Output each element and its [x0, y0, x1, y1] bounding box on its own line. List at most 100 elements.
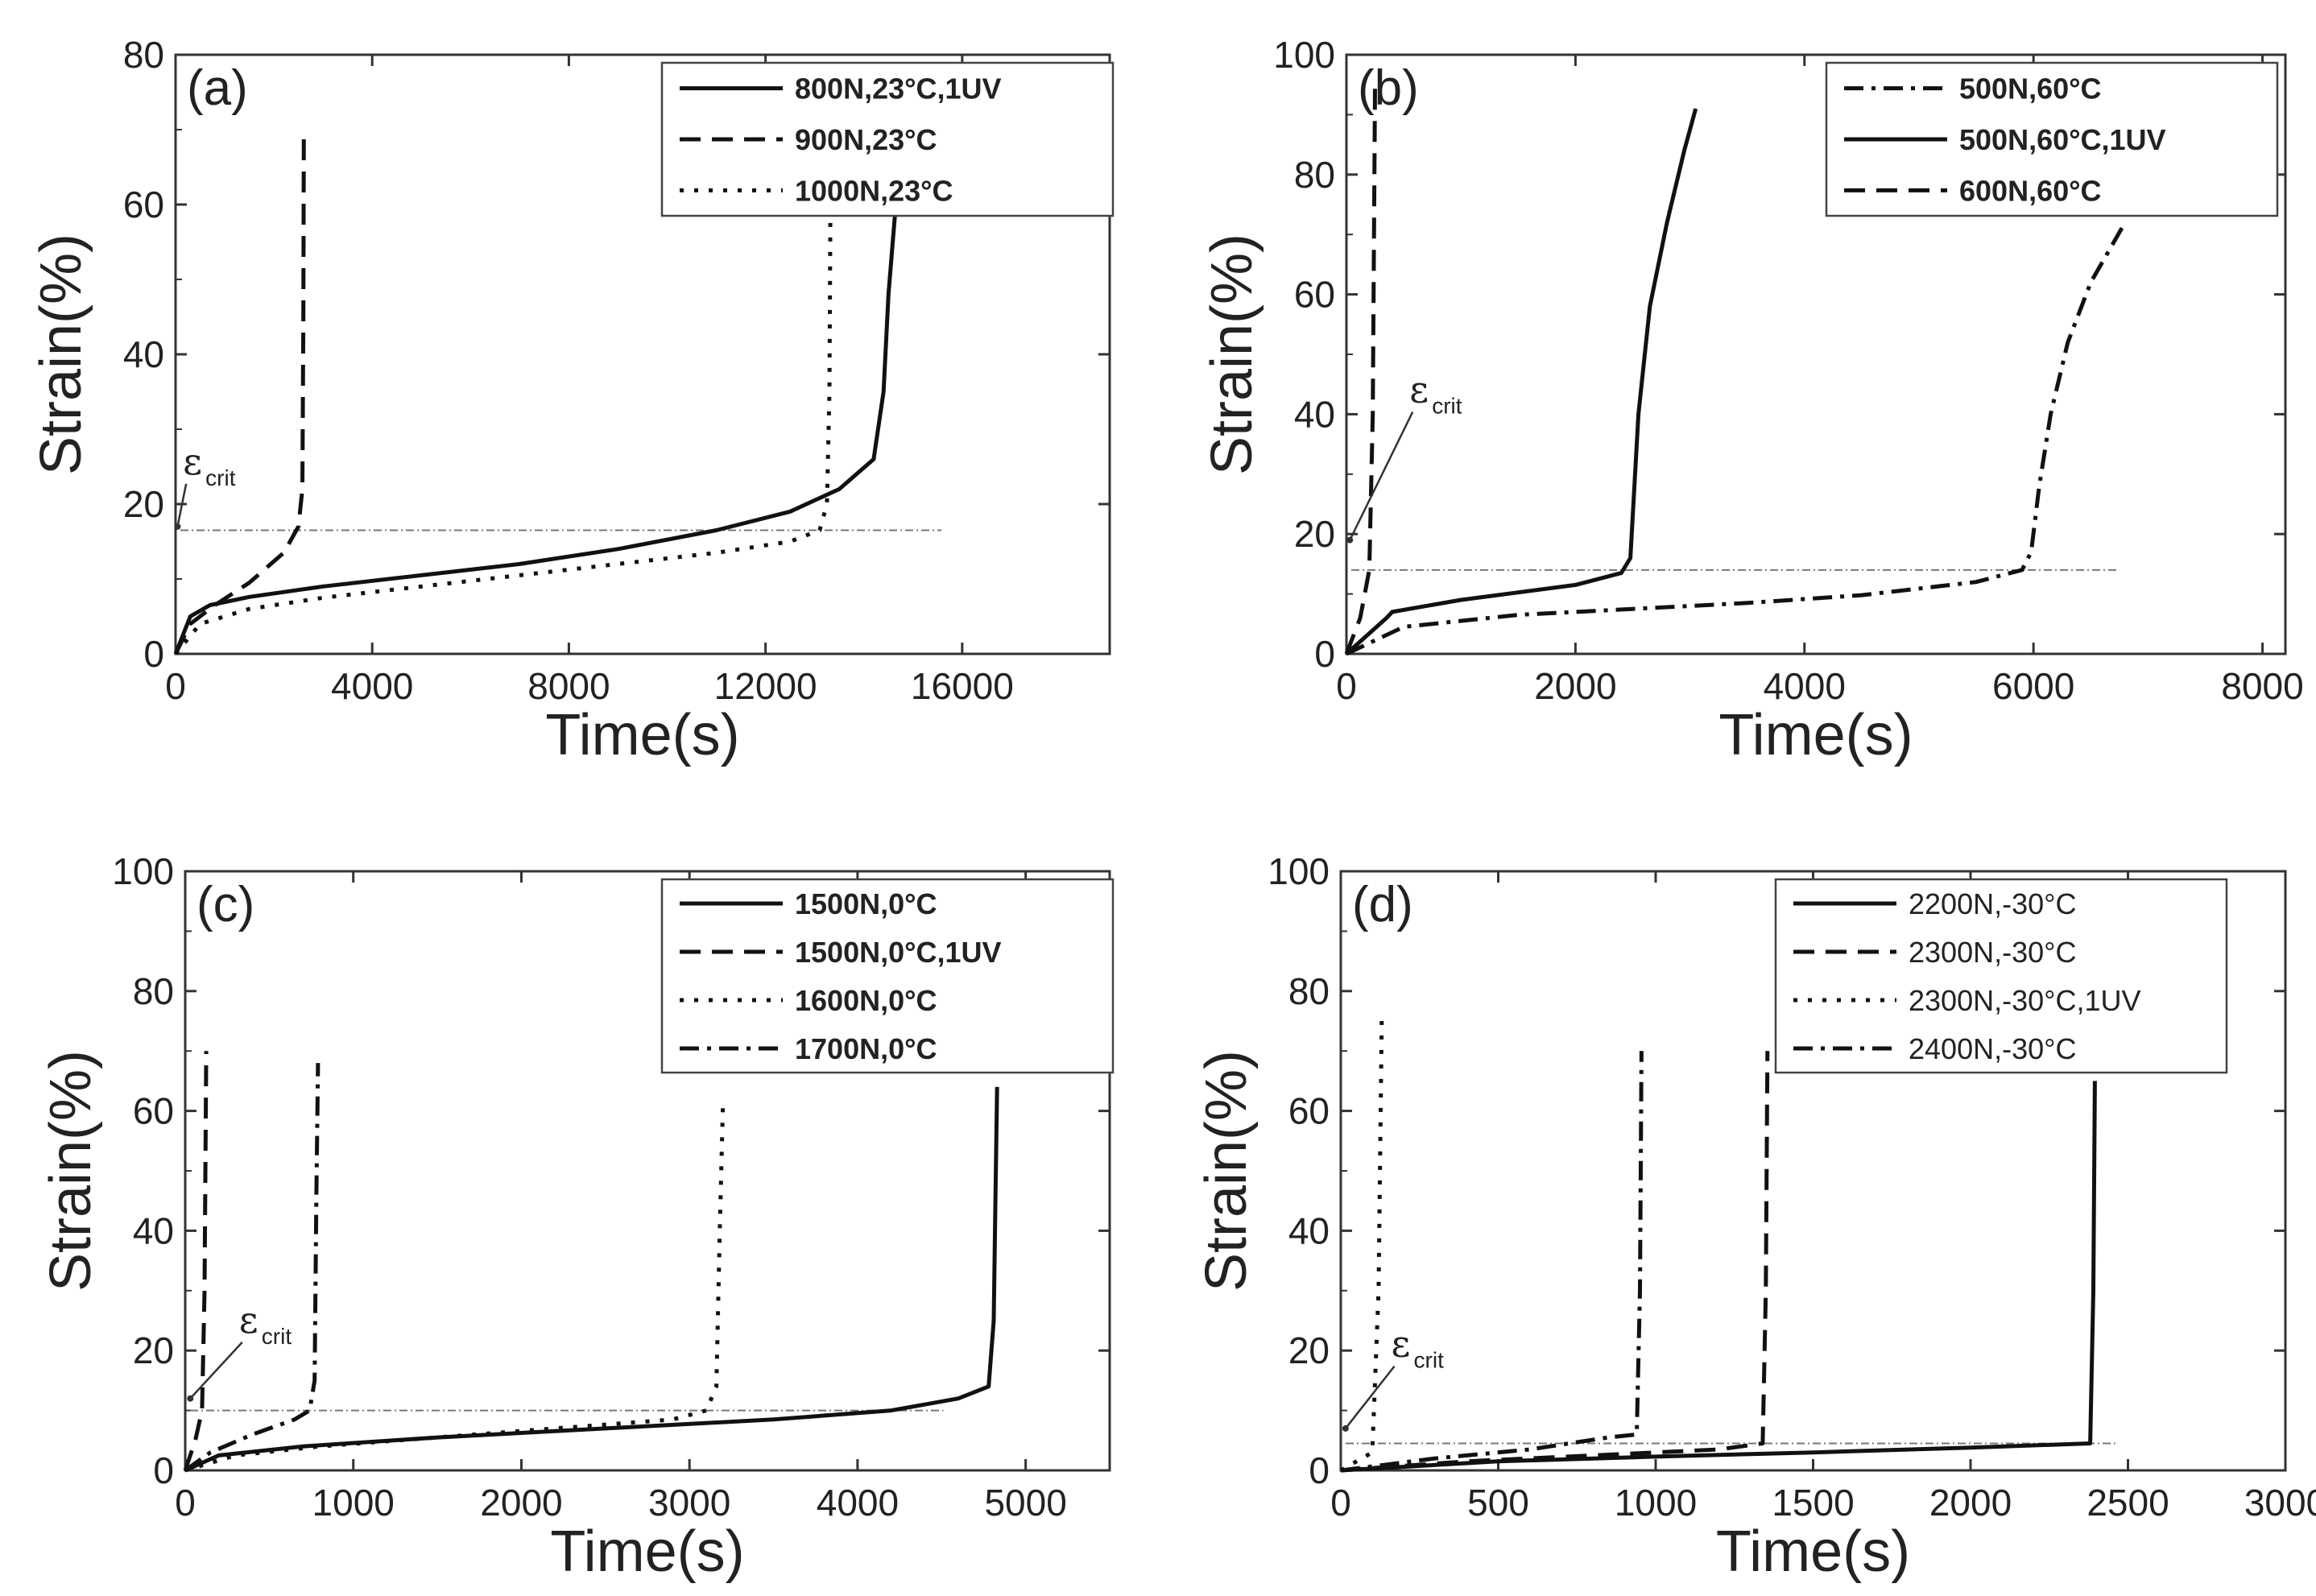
epsilon-crit-label: ε: [1392, 1322, 1411, 1366]
x-tick-label: 2000: [1534, 665, 1616, 707]
epsilon-crit-arrowhead: [1346, 536, 1354, 544]
legend-box: [1774, 878, 2228, 1074]
panel-c: 0 1000 2000 3000 4000 5000 0 20 40 60 80 100 Time(s)…: [39, 850, 1115, 1584]
legend-label-2: 900N,23°C: [795, 123, 937, 156]
y-axis-title: Strain(%): [29, 234, 93, 475]
epsilon-crit-arrow: [1344, 1365, 1396, 1429]
x-axis-title: Time(s): [1716, 1520, 1910, 1584]
y-tick-label: 40: [123, 333, 164, 375]
x-tick-label: 12000: [714, 665, 817, 707]
legend-label-3: 1600N,0°C: [795, 984, 937, 1017]
y-axis-title: Strain(%): [1194, 1050, 1259, 1292]
x-axis-title: Time(s): [550, 1520, 744, 1584]
x-axis-title: Time(s): [1718, 703, 1913, 767]
x-tick-label: 4000: [817, 1482, 899, 1524]
legend-label-2: 1500N,0°C,1UV: [795, 936, 1002, 969]
y-tick-label: 20: [1288, 1329, 1330, 1371]
y-tick-label: 80: [1288, 970, 1330, 1012]
epsilon-crit-subscript: crit: [1432, 394, 1462, 419]
y-tick-label: 60: [123, 184, 164, 225]
panel-label: (c): [196, 877, 254, 932]
x-tick-label: 4000: [1764, 665, 1846, 707]
x-tick-label: 0: [1330, 1482, 1351, 1524]
x-axis-title: Time(s): [545, 703, 739, 767]
x-tick-label: 16000: [911, 665, 1014, 707]
y-tick-label: 20: [133, 1329, 174, 1371]
series-line-3: [174, 204, 833, 655]
x-tick-label: 0: [1336, 665, 1357, 707]
panel-label: (a): [187, 60, 248, 116]
y-tick-label: 20: [123, 483, 164, 525]
y-tick-label: 0: [1314, 633, 1335, 675]
epsilon-crit-label: ε: [183, 440, 202, 483]
legend-label-1: 500N,60°C: [1959, 72, 2102, 105]
y-tick-label: 60: [1288, 1090, 1330, 1132]
legend-label-3: 2300N,-30°C,1UV: [1909, 984, 2141, 1017]
y-axis-title: Strain(%): [1200, 234, 1264, 475]
series-line-2: [183, 1051, 209, 1471]
epsilon-crit-arrow: [176, 483, 188, 527]
series-line-2: [1340, 1051, 1770, 1473]
y-tick-label: 100: [1273, 34, 1335, 76]
y-tick-label: 60: [1294, 274, 1335, 316]
x-tick-label: 500: [1467, 1482, 1529, 1524]
x-tick-label: 2000: [1929, 1482, 2012, 1524]
epsilon-crit-arrowhead: [1342, 1424, 1349, 1432]
x-tick-label: 6000: [1992, 665, 2074, 707]
epsilon-crit-arrowhead: [187, 1395, 194, 1402]
legend-label-4: 1700N,0°C: [795, 1032, 937, 1065]
y-tick-label: 0: [1309, 1449, 1330, 1491]
y-tick-label: 100: [1268, 850, 1330, 892]
series-line-3: [1339, 1020, 1384, 1473]
x-tick-label: 5000: [984, 1482, 1066, 1524]
y-tick-label: 20: [1294, 513, 1335, 555]
y-tick-label: 80: [123, 34, 164, 76]
panel-b: 0 2000 4000 6000 8000 0 20 40 60 80 100 Time(s) Stra…: [1200, 34, 2304, 767]
legend-label-2: 2300N,-30°C: [1909, 936, 2077, 969]
epsilon-crit-arrow: [189, 1342, 243, 1400]
y-tick-label: 100: [112, 850, 174, 892]
x-tick-label: 0: [175, 1482, 196, 1524]
legend-label-1: 1500N,0°C: [795, 887, 937, 920]
legend-box: [660, 878, 1115, 1074]
y-tick-label: 0: [153, 1449, 174, 1491]
series-line-1: [184, 1086, 999, 1473]
series-line-1: [1340, 1081, 2097, 1473]
x-tick-label: 1000: [1615, 1482, 1697, 1524]
x-tick-label: 2500: [2086, 1482, 2169, 1524]
epsilon-crit-subscript: crit: [1414, 1348, 1445, 1373]
legend-label-3: 600N,60°C: [1959, 174, 2102, 207]
y-tick-label: 40: [1294, 393, 1335, 435]
series-line-1: [1345, 221, 2128, 656]
legend-label-3: 1000N,23°C: [795, 174, 953, 207]
x-tick-label: 3000: [2244, 1482, 2316, 1524]
epsilon-crit-label: ε: [239, 1298, 258, 1342]
x-tick-label: 1000: [312, 1482, 395, 1524]
y-tick-label: 80: [1294, 154, 1335, 196]
series-line-2: [173, 129, 306, 655]
x-tick-label: 8000: [527, 665, 610, 707]
y-tick-label: 60: [133, 1090, 174, 1132]
epsilon-crit-subscript: crit: [262, 1324, 292, 1349]
panel-label: (b): [1358, 60, 1419, 116]
series-line-3: [184, 1098, 726, 1473]
y-tick-label: 40: [1288, 1209, 1330, 1251]
y-tick-label: 40: [133, 1209, 174, 1251]
x-tick-label: 0: [165, 665, 186, 707]
legend-label-4: 2400N,-30°C: [1909, 1032, 2077, 1065]
legend-label-1: 2200N,-30°C: [1909, 887, 2077, 920]
panel-d: 0 500 1000 1500 2000 2500 3000 0 20 40 60 80 100 Time…: [1194, 850, 2316, 1584]
series-line-4: [184, 1063, 321, 1473]
x-tick-label: 3000: [648, 1482, 730, 1524]
y-axis-title: Strain(%): [39, 1050, 103, 1292]
series-line-1: [173, 204, 898, 655]
epsilon-crit-arrowhead: [174, 523, 181, 530]
series-line-2: [1345, 108, 1698, 655]
epsilon-crit-arrow: [1349, 411, 1414, 541]
y-tick-label: 80: [133, 970, 174, 1012]
panel-a: 0 4000 8000 12000 16000 0 20 40 60 80 Time(s) Strai…: [29, 34, 1115, 767]
x-tick-label: 1500: [1772, 1482, 1854, 1524]
y-tick-label: 0: [143, 633, 164, 675]
legend-label-1: 800N,23°C,1UV: [795, 72, 1002, 105]
